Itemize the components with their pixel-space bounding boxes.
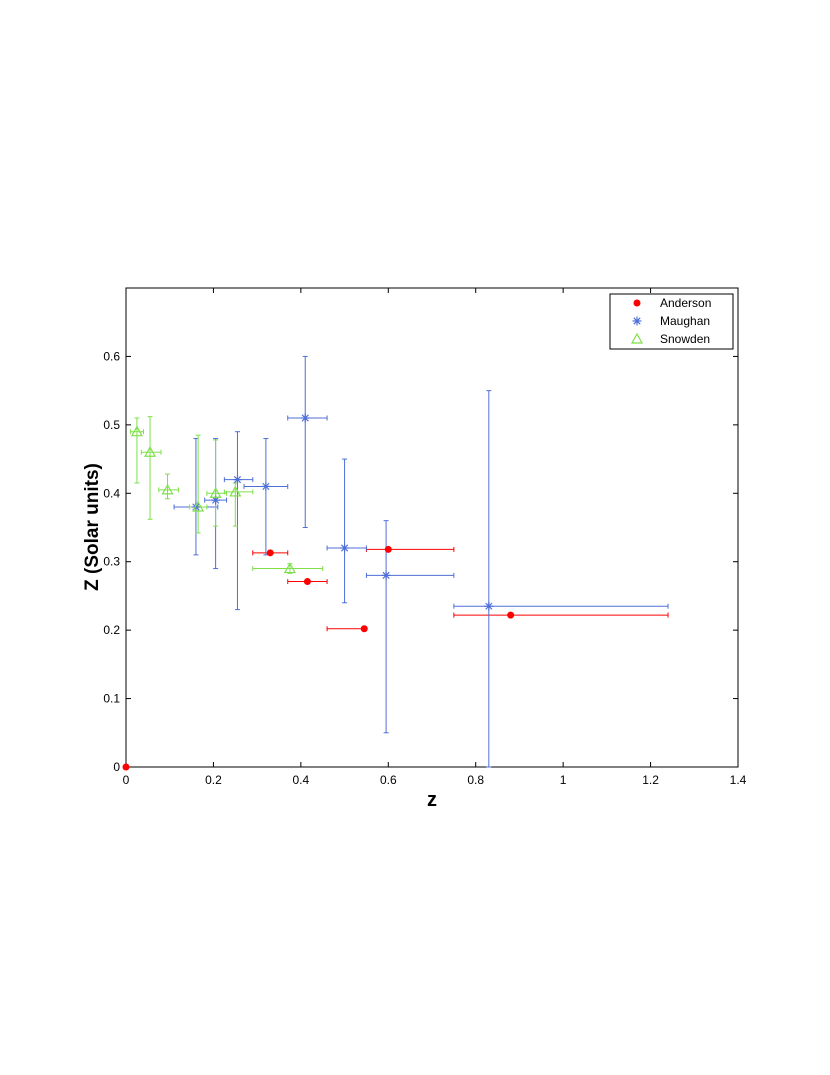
x-error-bar: [365, 546, 455, 552]
x-error-bar: [453, 612, 669, 618]
x-tick-label: 0: [123, 773, 130, 787]
y-tick-label: 0.3: [103, 555, 120, 569]
y-error-bar: [263, 438, 269, 556]
legend-item-maughan: Maughan: [632, 314, 710, 328]
x-tick-label: 0.6: [380, 773, 397, 787]
y-error-bar: [193, 438, 199, 556]
y-axis-title: Z (Solar units): [82, 463, 103, 591]
snowden-point: [283, 562, 296, 574]
y-error-bar: [134, 417, 140, 484]
data-markers: [122, 413, 515, 771]
snowden-point: [209, 487, 222, 498]
snowden-point: [192, 500, 205, 512]
x-tick-label: 1.2: [642, 773, 659, 787]
x-axis-title: z: [427, 789, 437, 811]
x-tick-label: 1: [560, 773, 567, 787]
anderson-point: [303, 578, 311, 586]
x-error-bar: [158, 487, 179, 493]
legend: Anderson Maughan Snowden: [609, 293, 734, 350]
y-error-bar: [486, 390, 492, 768]
error-bars: [129, 355, 669, 768]
legend-marker-maughan: [632, 316, 642, 326]
x-error-bar: [365, 572, 455, 578]
y-error-bar: [383, 520, 389, 734]
x-tick-label: 0.8: [467, 773, 484, 787]
x-error-bar: [206, 490, 228, 496]
anderson-point: [266, 549, 274, 557]
y-tick-label: 0.2: [103, 623, 120, 637]
y-error-bar: [147, 416, 153, 520]
snowden-point: [161, 483, 174, 495]
anderson-point: [507, 611, 515, 619]
legend-item-snowden: Snowden: [630, 332, 710, 346]
maughan-point: [484, 601, 494, 611]
x-error-bar: [326, 626, 367, 632]
maughan-point: [261, 481, 271, 491]
snowden-point: [130, 425, 143, 437]
y-tick-label: 0.1: [103, 692, 120, 706]
legend-label: Anderson: [660, 296, 711, 310]
y-error-bar: [213, 439, 219, 527]
y-error-bar: [342, 458, 348, 604]
legend-marker-snowden: [630, 332, 644, 344]
maughan-point: [232, 475, 242, 485]
legend-label: Snowden: [660, 332, 710, 346]
axis-ticks: 0 0.2 0.4 0.6 0.8 1 1.2 1.4 0 0.1 0.2 0.3 0.4 0.5 0.6: [103, 288, 747, 787]
y-error-bar: [302, 355, 308, 528]
y-tick-label: 0.5: [103, 418, 120, 432]
y-tick-label: 0: [113, 760, 120, 774]
snowden-point: [144, 445, 157, 457]
y-tick-label: 0.4: [103, 486, 120, 500]
y-error-bar: [165, 473, 171, 500]
anderson-point: [360, 625, 368, 633]
maughan-point: [340, 543, 350, 553]
anderson-point: [384, 545, 392, 553]
anderson-point: [122, 763, 130, 771]
y-error-bar: [234, 431, 240, 611]
x-tick-label: 1.4: [730, 773, 747, 787]
maughan-point: [381, 570, 391, 580]
x-tick-label: 0.4: [293, 773, 310, 787]
plot-area-frame: [125, 287, 739, 768]
y-tick-label: 0.6: [103, 349, 120, 363]
x-tick-label: 0.2: [205, 773, 222, 787]
maughan-point: [300, 413, 310, 423]
x-error-bar: [140, 449, 162, 455]
legend-item-anderson: Anderson: [633, 296, 711, 310]
legend-label: Maughan: [660, 314, 710, 328]
snowden-point: [229, 485, 242, 497]
legend-box: [609, 293, 734, 350]
y-error-bar: [195, 434, 201, 534]
legend-marker-anderson: [633, 299, 641, 307]
